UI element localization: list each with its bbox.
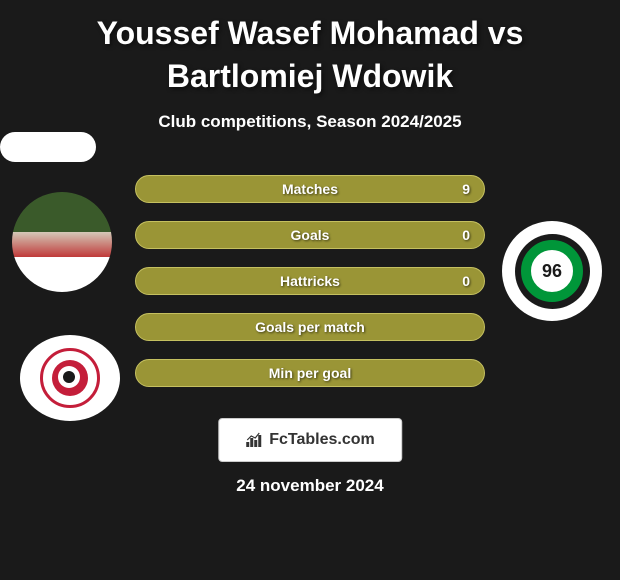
stat-value-right: 0 [462, 273, 470, 289]
date-text: 24 november 2024 [0, 476, 620, 496]
stat-label: Matches [282, 181, 338, 197]
stat-label: Goals [291, 227, 330, 243]
player-left-image [12, 192, 112, 292]
chart-icon [245, 432, 263, 448]
subtitle: Club competitions, Season 2024/2025 [0, 112, 620, 132]
team-left-logo-swirl [52, 360, 88, 396]
stat-bar-gpm: Goals per match [135, 313, 485, 341]
stats-container: Matches 9 Goals 0 Hattricks 0 Goals per … [135, 175, 485, 405]
team-right-logo-outer: 96 [515, 234, 590, 309]
stat-label: Hattricks [280, 273, 340, 289]
player-right-placeholder [0, 132, 96, 162]
stat-bar-mpg: Min per goal [135, 359, 485, 387]
stat-value-right: 0 [462, 227, 470, 243]
team-right-logo-ring: 96 [521, 240, 583, 302]
stat-bar-hattricks: Hattricks 0 [135, 267, 485, 295]
stat-label: Min per goal [269, 365, 351, 381]
stat-value-right: 9 [462, 181, 470, 197]
team-right-logo: 96 [502, 221, 602, 321]
team-right-logo-text: 96 [542, 261, 562, 282]
player-left-avatar [12, 192, 112, 292]
team-left-logo [20, 335, 120, 421]
branding-badge: FcTables.com [218, 418, 402, 462]
team-left-logo-ring [40, 348, 100, 408]
stat-label: Goals per match [255, 319, 365, 335]
stat-bar-goals: Goals 0 [135, 221, 485, 249]
branding-text: FcTables.com [269, 431, 375, 449]
stat-bar-matches: Matches 9 [135, 175, 485, 203]
page-title: Youssef Wasef Mohamad vs Bartlomiej Wdow… [0, 0, 620, 98]
